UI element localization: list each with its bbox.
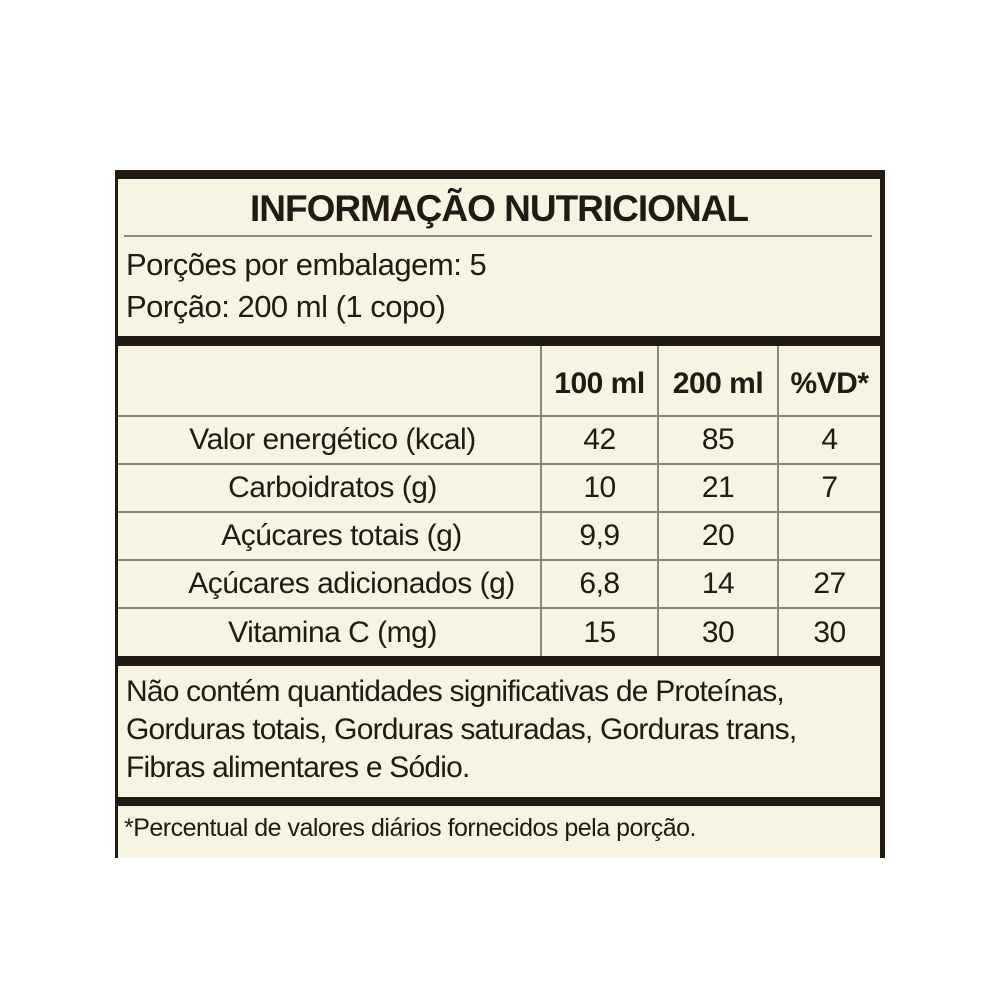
servings-section: Porções por embalagem: 5 Porção: 200 ml … <box>118 237 880 336</box>
value-200ml: 14 <box>657 560 778 609</box>
value-100ml: 15 <box>540 608 658 656</box>
title-divider <box>124 235 872 237</box>
header-100ml: 100 ml <box>540 346 658 417</box>
table-row: Carboidratos (g) 10 21 7 <box>118 464 880 513</box>
value-200ml: 20 <box>657 512 778 561</box>
header-percent-vd: %VD* <box>777 346 880 417</box>
value-percent-vd: 30 <box>777 608 880 656</box>
value-200ml: 30 <box>657 608 778 656</box>
header-200ml: 200 ml <box>657 346 778 417</box>
value-100ml: 6,8 <box>540 560 658 609</box>
header-nutrient <box>118 346 541 417</box>
nutrition-label: INFORMAÇÃO NUTRICIONAL Porções por embal… <box>115 170 885 858</box>
table-header-row: 100 ml 200 ml %VD* <box>118 346 880 417</box>
section-bar-top <box>118 336 880 346</box>
table-row: Vitamina C (mg) 15 30 30 <box>118 608 880 656</box>
nutrition-table: 100 ml 200 ml %VD* Valor energético (kca… <box>118 346 880 656</box>
table-row: Valor energético (kcal) 42 85 4 <box>118 416 880 465</box>
value-100ml: 9,9 <box>540 512 658 561</box>
value-100ml: 10 <box>540 464 658 513</box>
nutrient-name: Vitamina C (mg) <box>228 615 437 649</box>
nutrient-name: Carboidratos (g) <box>118 464 541 513</box>
section-bar-bottom <box>118 797 880 806</box>
nutrient-name: Açúcares totais (g) <box>118 512 541 561</box>
nutrient-name: Valor energético (kcal) <box>118 416 541 465</box>
nutrient-name: Açúcares adicionados (g) <box>118 560 541 609</box>
portion-size: Porção: 200 ml (1 copo) <box>126 289 446 324</box>
value-200ml: 21 <box>657 464 778 513</box>
table-row: Açúcares adicionados (g) 6,8 14 27 <box>118 560 880 609</box>
value-percent-vd <box>777 512 880 561</box>
no-significant-amounts-text: Não contém quantidades significativas de… <box>126 675 797 784</box>
daily-values-footnote: *Percentual de valores diários fornecido… <box>124 814 696 842</box>
value-percent-vd: 27 <box>777 560 880 609</box>
value-percent-vd: 7 <box>777 464 880 513</box>
value-percent-vd: 4 <box>777 416 880 465</box>
value-200ml: 85 <box>657 416 778 465</box>
section-bar-middle <box>118 656 880 666</box>
nutrition-label-title: INFORMAÇÃO NUTRICIONAL <box>249 188 749 229</box>
table-row: Açúcares totais (g) 9,9 20 <box>118 512 880 561</box>
servings-per-package: Porções por embalagem: 5 <box>126 247 487 282</box>
value-100ml: 42 <box>540 416 658 465</box>
